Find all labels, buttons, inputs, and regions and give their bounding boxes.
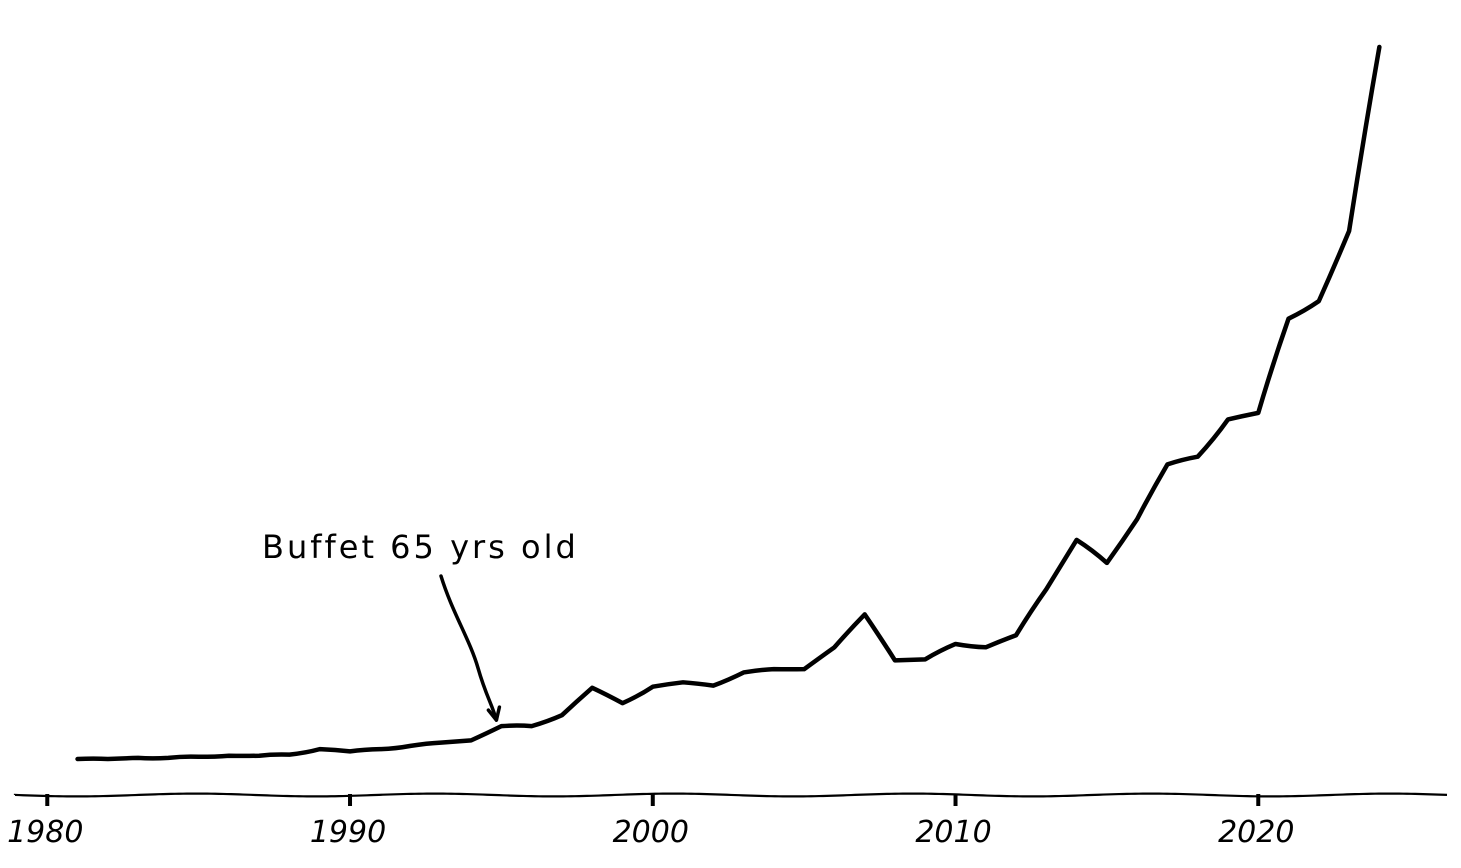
annotation-text: Buffet 65 yrs old <box>262 528 579 566</box>
x-axis-ticks: 1980 1990 2000 2010 2020 <box>7 794 1294 850</box>
x-tick-label: 1990 <box>310 815 386 850</box>
annotation-arrow-head <box>486 705 502 722</box>
x-axis-line <box>13 792 1448 798</box>
x-tick-label: 2000 <box>613 815 689 850</box>
annotation: Buffet 65 yrs old <box>262 528 579 722</box>
series-line <box>75 44 1382 762</box>
x-tick-label: 2020 <box>1218 815 1294 850</box>
x-tick-label: 2010 <box>915 815 991 850</box>
annotation-arrow-shaft <box>439 574 499 722</box>
series-layer <box>75 44 1382 762</box>
x-axis <box>13 792 1448 798</box>
x-tick-label: 1980 <box>7 815 83 850</box>
